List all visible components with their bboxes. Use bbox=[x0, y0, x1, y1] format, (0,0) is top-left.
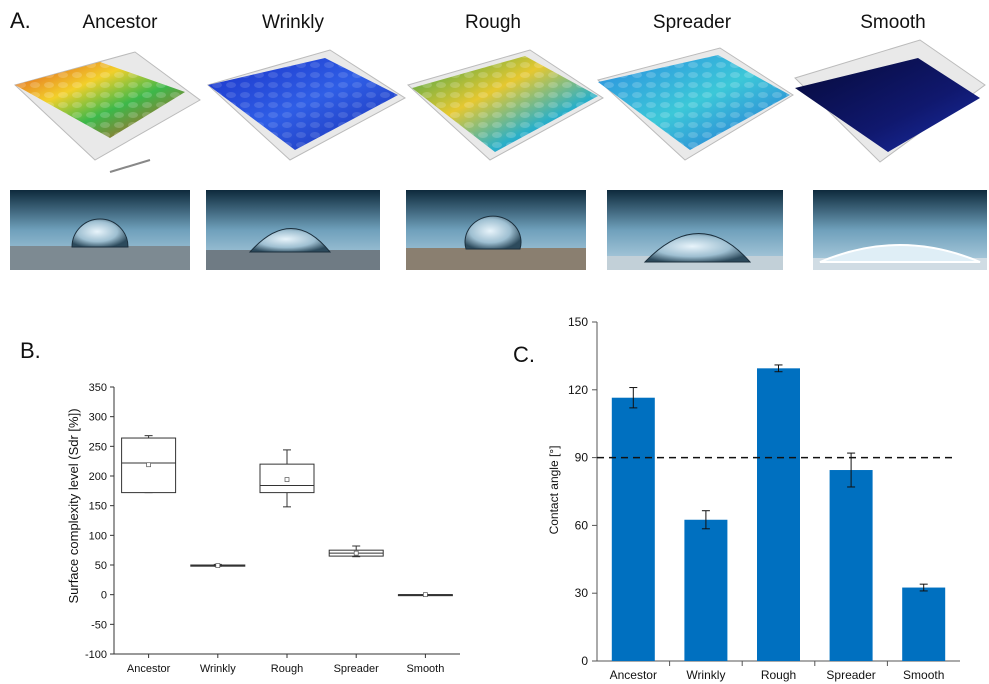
chart-b-mean-marker bbox=[146, 462, 151, 468]
chart-c-bar bbox=[902, 587, 946, 661]
chart-b-box bbox=[259, 463, 315, 494]
droplet-photo-spreader bbox=[607, 190, 783, 270]
chart-b-x-tick-label: Smooth bbox=[406, 663, 444, 675]
strain-title-smooth: Smooth bbox=[860, 12, 926, 33]
chart-c-y-tick-label: 60 bbox=[575, 518, 589, 532]
droplet-photo-rough bbox=[406, 190, 586, 270]
chart-b-y-tick-label: 250 bbox=[89, 441, 107, 453]
droplet-photo-ancestor bbox=[10, 190, 190, 270]
strain-title-rough: Rough bbox=[465, 12, 521, 33]
chart-c-x-tick-label: Rough bbox=[761, 668, 796, 682]
strain-title-wrinkly: Wrinkly bbox=[262, 12, 324, 33]
chart-c-y-tick-label: 30 bbox=[575, 586, 589, 600]
chart-b-y-tick-label: 200 bbox=[89, 471, 107, 483]
chart-c-bar bbox=[757, 368, 800, 661]
strain-title-ancestor: Ancestor bbox=[82, 12, 158, 33]
surface-ancestor bbox=[14, 51, 201, 173]
panel-a-letter: A. bbox=[10, 8, 31, 33]
chart-b-x-tick-label: Wrinkly bbox=[200, 663, 236, 675]
chart-b-x-tick-label: Rough bbox=[271, 663, 303, 675]
chart-b-x-tick-label: Ancestor bbox=[127, 663, 171, 675]
chart-c-y-tick-label: 150 bbox=[568, 315, 588, 329]
chart-b-mean-marker bbox=[353, 550, 359, 556]
panel-a-images bbox=[10, 39, 987, 270]
droplet-photo-smooth bbox=[813, 190, 987, 270]
strain-title-spreader: Spreader bbox=[652, 12, 732, 33]
chart-b-mean-marker bbox=[215, 563, 221, 568]
chart-b-x-tick-label: Spreader bbox=[334, 663, 380, 675]
chart-c-x-tick-label: Smooth bbox=[903, 668, 944, 682]
chart-b-box bbox=[121, 437, 177, 494]
chart-b-box bbox=[397, 594, 453, 597]
chart-b-y-tick-label: 350 bbox=[89, 382, 107, 394]
chart-c-y-tick-label: 120 bbox=[568, 383, 588, 397]
chart-c-bar bbox=[684, 519, 728, 661]
surface-spreader bbox=[596, 47, 794, 161]
chart-b-y-tick-label: 50 bbox=[95, 560, 107, 572]
chart-c-y-tick-label: 90 bbox=[575, 451, 589, 465]
panel-b-letter: B. bbox=[20, 338, 41, 363]
surface-smooth bbox=[794, 39, 986, 163]
chart-c-bar bbox=[829, 470, 873, 661]
chart-c-y-axis-label: Contact angle [°] bbox=[547, 446, 561, 535]
surface-wrinkly bbox=[207, 49, 406, 161]
chart-b-y-tick-label: 300 bbox=[89, 412, 107, 424]
chart-b-y-tick-label: 100 bbox=[89, 530, 107, 542]
droplet-photo-wrinkly bbox=[206, 190, 380, 270]
chart-b-mean-marker bbox=[284, 477, 290, 482]
chart-b-y-tick-label: 150 bbox=[89, 501, 107, 513]
chart-b-y-tick-label: -50 bbox=[91, 619, 107, 631]
chart-c-y-tick-label: 0 bbox=[581, 654, 588, 668]
chart-c-bar bbox=[611, 397, 655, 661]
chart-c-x-tick-label: Ancestor bbox=[610, 668, 657, 682]
chart-b-y-tick-label: 0 bbox=[101, 590, 107, 602]
chart-b-box bbox=[328, 549, 384, 557]
chart-c-x-tick-label: Wrinkly bbox=[686, 668, 725, 682]
chart-c-x-tick-label: Spreader bbox=[826, 668, 875, 682]
chart-b-y-tick-label: -100 bbox=[85, 649, 107, 661]
panel-c-letter: C. bbox=[513, 342, 535, 367]
chart-b-y-axis-label: Surface complexity level (Sdr [%]) bbox=[66, 408, 81, 603]
surface-rough bbox=[407, 49, 604, 161]
chart-b-box bbox=[190, 564, 246, 567]
chart-b-mean-marker bbox=[423, 592, 428, 598]
